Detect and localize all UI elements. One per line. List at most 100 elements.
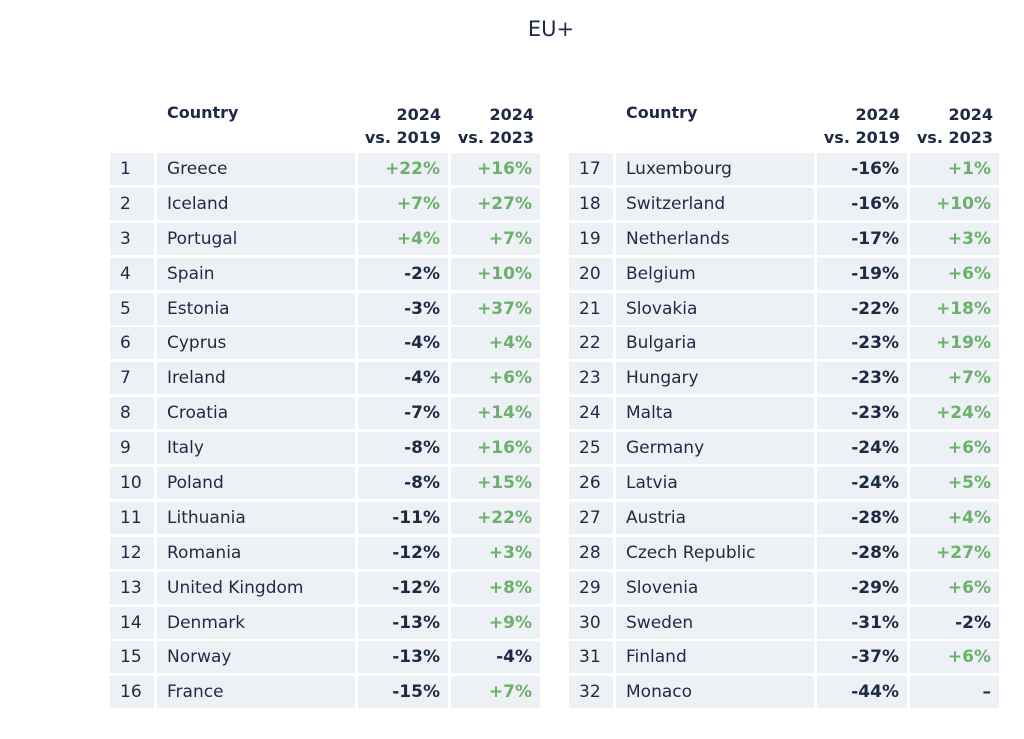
vs-2019-cell: -24% bbox=[817, 467, 907, 500]
vs-2023-cell: +15% bbox=[451, 467, 540, 500]
vs-2023-cell: +9% bbox=[451, 606, 540, 639]
country-cell: Germany bbox=[616, 432, 814, 465]
rank-cell: 1 bbox=[110, 153, 154, 185]
country-cell: Finland bbox=[616, 641, 814, 674]
table-left: Country 2024 vs. 2019 2024 vs. 2023 1 Gre… bbox=[110, 98, 540, 711]
rank-cell: 25 bbox=[569, 432, 613, 465]
vs-2023-cell: +7% bbox=[451, 676, 540, 709]
header-compare: vs. 2019 bbox=[823, 128, 900, 147]
vs-2019-cell: -12% bbox=[358, 571, 448, 604]
rank-cell: 22 bbox=[569, 327, 613, 360]
country-cell: Latvia bbox=[616, 467, 814, 500]
vs-2023-cell: +14% bbox=[451, 397, 540, 430]
vs-2019-cell: +4% bbox=[358, 222, 448, 255]
country-cell: Slovenia bbox=[616, 571, 814, 604]
header-compare: vs. 2023 bbox=[916, 128, 993, 147]
table-row: 3 Portugal +4% +7% bbox=[110, 222, 540, 255]
table-row: 25 Germany -24% +6% bbox=[569, 432, 999, 465]
country-cell: Belgium bbox=[616, 257, 814, 290]
vs-2023-cell: -4% bbox=[451, 641, 540, 674]
page-title: EU+ bbox=[527, 17, 575, 41]
vs-2023-cell: +4% bbox=[910, 501, 999, 534]
country-cell: Slovakia bbox=[616, 292, 814, 325]
table-row: 30 Sweden -31% -2% bbox=[569, 606, 999, 639]
table-row: 24 Malta -23% +24% bbox=[569, 397, 999, 430]
table-row: 2 Iceland +7% +27% bbox=[110, 187, 540, 220]
header-vs-2023: 2024 vs. 2023 bbox=[897, 103, 993, 149]
vs-2023-cell: +10% bbox=[910, 187, 999, 220]
header-compare: vs. 2019 bbox=[364, 128, 441, 147]
rank-cell: 18 bbox=[569, 187, 613, 220]
vs-2023-cell: +24% bbox=[910, 397, 999, 430]
country-cell: Iceland bbox=[157, 187, 355, 220]
country-cell: Denmark bbox=[157, 606, 355, 639]
vs-2019-cell: +22% bbox=[358, 153, 448, 185]
vs-2023-cell: +18% bbox=[910, 292, 999, 325]
rank-cell: 2 bbox=[110, 187, 154, 220]
vs-2023-cell: +16% bbox=[451, 153, 540, 185]
rank-cell: 27 bbox=[569, 501, 613, 534]
table-row: 31 Finland -37% +6% bbox=[569, 641, 999, 674]
rank-cell: 6 bbox=[110, 327, 154, 360]
table-row: 12 Romania -12% +3% bbox=[110, 536, 540, 569]
table-row: 8 Croatia -7% +14% bbox=[110, 397, 540, 430]
vs-2023-cell: +16% bbox=[451, 432, 540, 465]
country-cell: United Kingdom bbox=[157, 571, 355, 604]
vs-2019-cell: -8% bbox=[358, 467, 448, 500]
table-row: 29 Slovenia -29% +6% bbox=[569, 571, 999, 604]
vs-2019-cell: -31% bbox=[817, 606, 907, 639]
vs-2019-cell: -11% bbox=[358, 501, 448, 534]
table-row: 10 Poland -8% +15% bbox=[110, 467, 540, 500]
vs-2019-cell: -29% bbox=[817, 571, 907, 604]
table-header: Country 2024 vs. 2019 2024 vs. 2023 bbox=[110, 98, 540, 153]
rank-cell: 11 bbox=[110, 501, 154, 534]
rank-cell: 13 bbox=[110, 571, 154, 604]
table-row: 7 Ireland -4% +6% bbox=[110, 362, 540, 395]
table-row: 13 United Kingdom -12% +8% bbox=[110, 571, 540, 604]
rank-cell: 9 bbox=[110, 432, 154, 465]
country-cell: Luxembourg bbox=[616, 153, 814, 185]
country-cell: Malta bbox=[616, 397, 814, 430]
table-row: 9 Italy -8% +16% bbox=[110, 432, 540, 465]
table-row: 11 Lithuania -11% +22% bbox=[110, 501, 540, 534]
header-compare: vs. 2023 bbox=[457, 128, 534, 147]
country-cell: Bulgaria bbox=[616, 327, 814, 360]
table-body: 17 Luxembourg -16% +1% 18 Switzerland -16% +10%… bbox=[569, 153, 999, 709]
country-cell: Cyprus bbox=[157, 327, 355, 360]
country-cell: Czech Republic bbox=[616, 536, 814, 569]
vs-2019-cell: -22% bbox=[817, 292, 907, 325]
table-row: 27 Austria -28% +4% bbox=[569, 501, 999, 534]
rank-cell: 21 bbox=[569, 292, 613, 325]
vs-2019-cell: -28% bbox=[817, 501, 907, 534]
table-row: 21 Slovakia -22% +18% bbox=[569, 292, 999, 325]
rank-cell: 16 bbox=[110, 676, 154, 709]
vs-2023-cell: +7% bbox=[451, 222, 540, 255]
vs-2023-cell: +3% bbox=[910, 222, 999, 255]
rank-cell: 12 bbox=[110, 536, 154, 569]
vs-2023-cell: +37% bbox=[451, 292, 540, 325]
country-cell: Lithuania bbox=[157, 501, 355, 534]
country-cell: Romania bbox=[157, 536, 355, 569]
country-cell: Italy bbox=[157, 432, 355, 465]
rank-cell: 32 bbox=[569, 676, 613, 709]
header-vs-2019: 2024 vs. 2019 bbox=[346, 103, 441, 149]
table-row: 15 Norway -13% -4% bbox=[110, 641, 540, 674]
vs-2019-cell: -23% bbox=[817, 362, 907, 395]
rank-cell: 7 bbox=[110, 362, 154, 395]
header-year: 2024 bbox=[948, 105, 993, 124]
vs-2023-cell: +27% bbox=[451, 187, 540, 220]
table-header: Country 2024 vs. 2019 2024 vs. 2023 bbox=[569, 98, 999, 153]
header-year: 2024 bbox=[396, 105, 441, 124]
vs-2019-cell: -7% bbox=[358, 397, 448, 430]
vs-2023-cell: – bbox=[910, 676, 999, 709]
table-row: 28 Czech Republic -28% +27% bbox=[569, 536, 999, 569]
rank-cell: 5 bbox=[110, 292, 154, 325]
vs-2023-cell: +5% bbox=[910, 467, 999, 500]
vs-2023-cell: -2% bbox=[910, 606, 999, 639]
table-row: 20 Belgium -19% +6% bbox=[569, 257, 999, 290]
header-vs-2019: 2024 vs. 2019 bbox=[805, 103, 900, 149]
vs-2023-cell: +3% bbox=[451, 536, 540, 569]
rank-cell: 17 bbox=[569, 153, 613, 185]
vs-2019-cell: -4% bbox=[358, 327, 448, 360]
vs-2023-cell: +19% bbox=[910, 327, 999, 360]
